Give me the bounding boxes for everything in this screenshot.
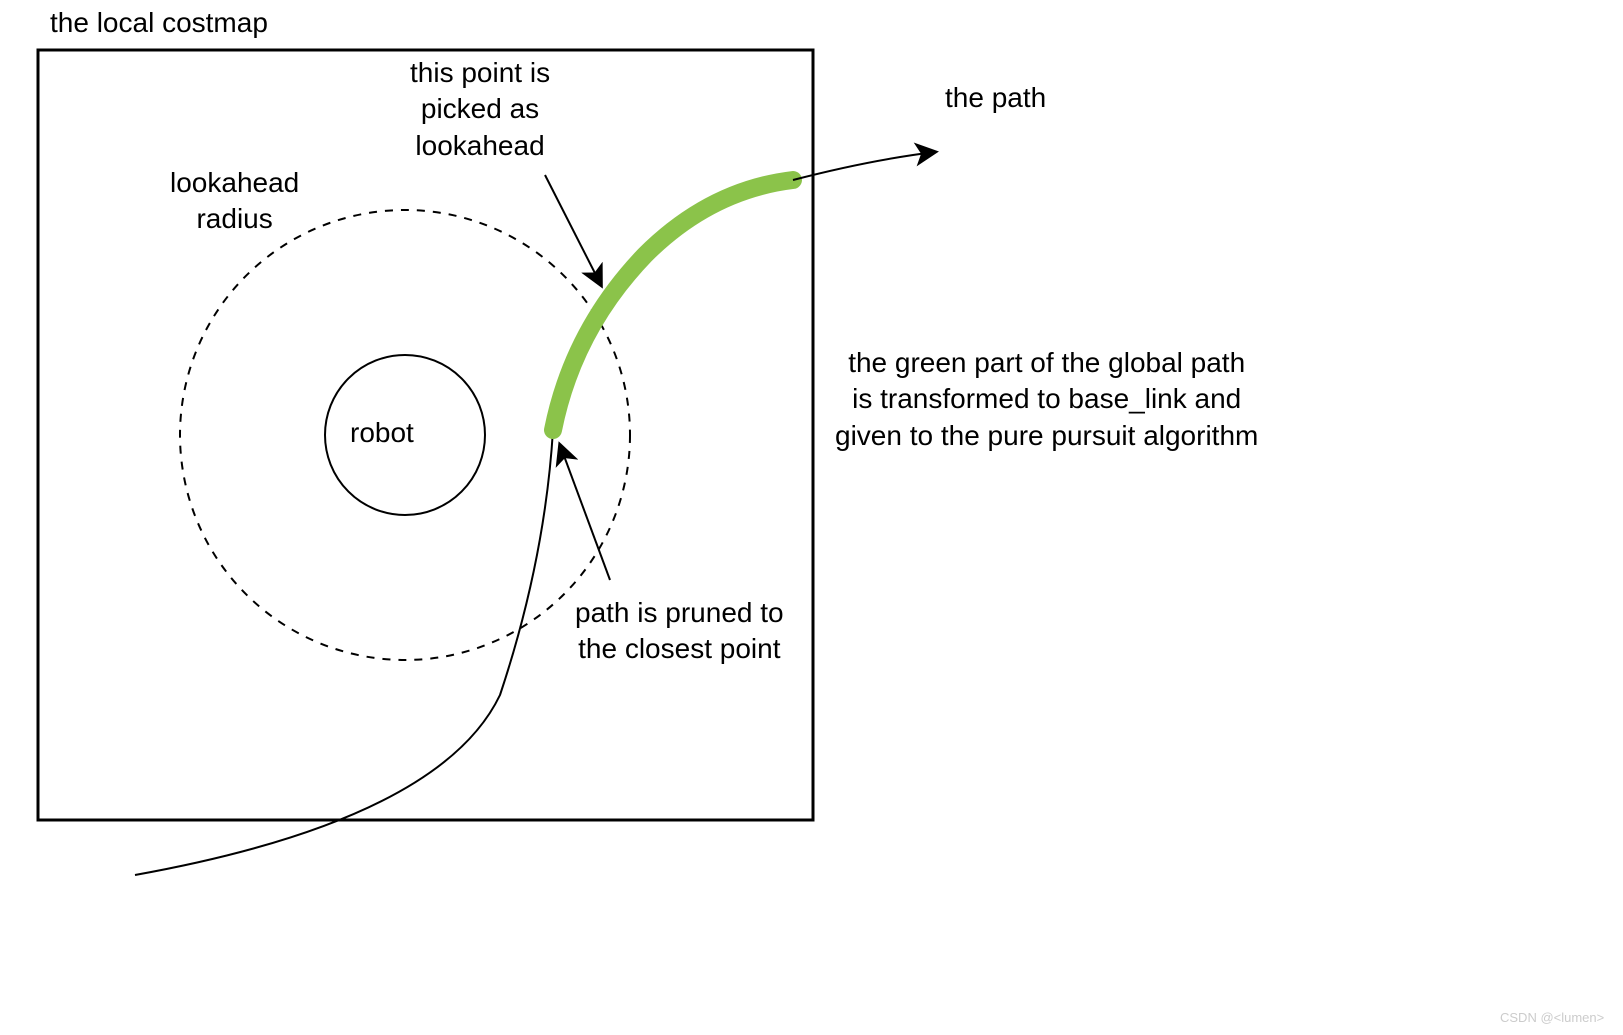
lookahead-radius-label: lookahead radius [170,165,299,238]
path-lower [135,430,553,875]
path-green [553,180,793,430]
diagram-svg [0,0,1623,1035]
robot-label: robot [350,415,414,451]
pruned-label: path is pruned to the closest point [575,595,784,668]
costmap-rect [38,50,813,820]
arrow-picked [545,175,601,285]
title-label: the local costmap [50,5,268,41]
green-explain-label: the green part of the global path is tra… [835,345,1258,454]
watermark: CSDN @<lumen> [1500,1010,1604,1025]
picked-point-label: this point is picked as lookahead [410,55,550,164]
the-path-label: the path [945,80,1046,116]
arrow-pruned [560,445,610,580]
